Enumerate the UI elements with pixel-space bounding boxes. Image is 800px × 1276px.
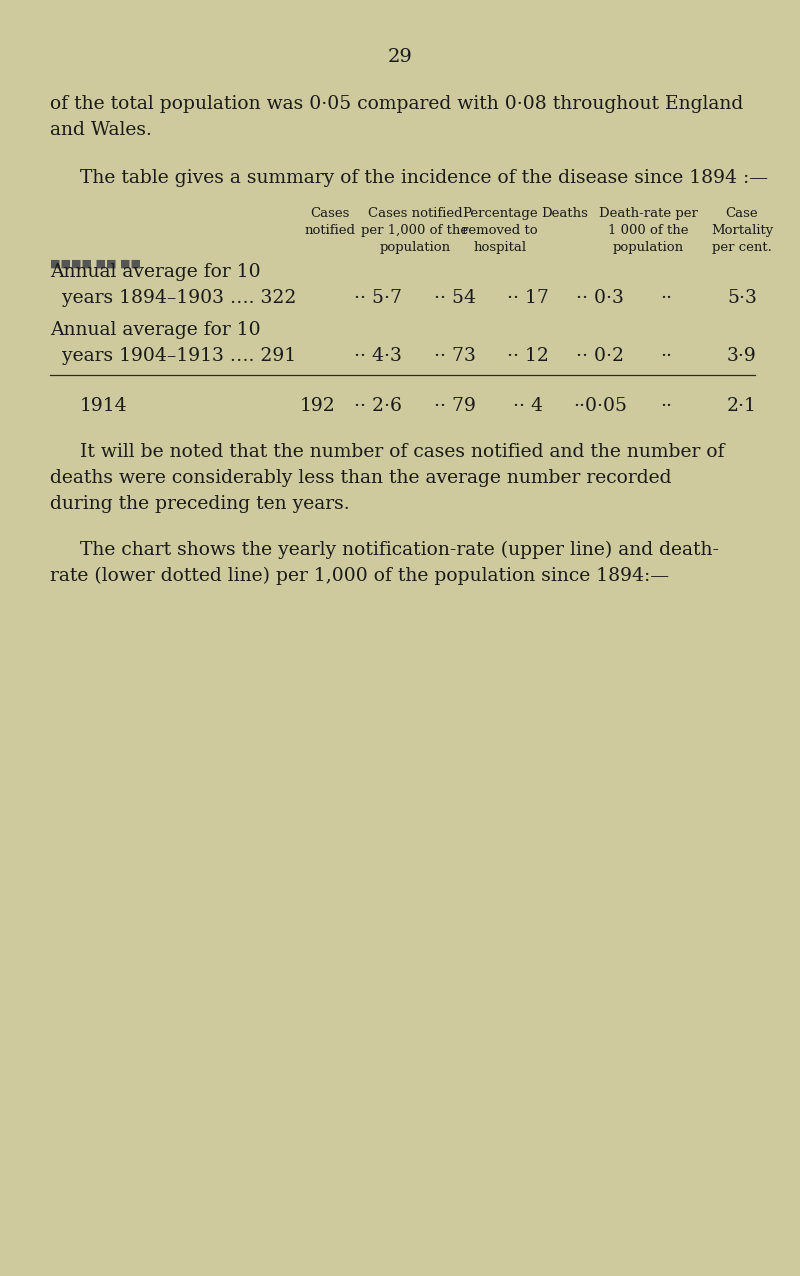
Text: of the total population was 0·05 compared with 0·08 throughout England: of the total population was 0·05 compare… <box>50 94 743 114</box>
Text: ·· 79: ·· 79 <box>434 397 476 415</box>
Text: rate (lower dotted line) per 1,000 of the population since 1894:—: rate (lower dotted line) per 1,000 of th… <box>50 567 669 586</box>
Text: It will be noted that the number of cases notified and the number of: It will be noted that the number of case… <box>80 443 725 461</box>
Text: ·· 17: ·· 17 <box>507 288 549 308</box>
Text: Cases notified
per 1,000 of the
population: Cases notified per 1,000 of the populati… <box>362 207 469 254</box>
Text: ··: ·· <box>660 397 672 415</box>
Text: ·· 4: ·· 4 <box>513 397 543 415</box>
Text: Annual average for 10: Annual average for 10 <box>50 263 261 281</box>
Text: ·· 54: ·· 54 <box>434 288 476 308</box>
Text: ·· 2·6: ·· 2·6 <box>354 397 402 415</box>
Text: years 1894–1903 …. 322: years 1894–1903 …. 322 <box>50 288 296 308</box>
Text: ·· 0·2: ·· 0·2 <box>576 347 624 365</box>
Text: ·· 5·7: ·· 5·7 <box>354 288 402 308</box>
Text: ·· 0·3: ·· 0·3 <box>576 288 624 308</box>
Text: Deaths: Deaths <box>542 207 589 219</box>
Text: ·· 73: ·· 73 <box>434 347 476 365</box>
Text: The table gives a summary of the incidence of the disease since 1894 :—: The table gives a summary of the inciden… <box>80 168 768 188</box>
Text: ··0·05: ··0·05 <box>573 397 627 415</box>
Text: 5·3: 5·3 <box>727 288 757 308</box>
Text: during the preceding ten years.: during the preceding ten years. <box>50 495 350 513</box>
Text: Cases
notified: Cases notified <box>305 207 355 237</box>
Text: Annual average for 10: Annual average for 10 <box>50 322 261 339</box>
Text: Case
Mortality
per cent.: Case Mortality per cent. <box>711 207 773 254</box>
Text: years 1904–1913 …. 291: years 1904–1913 …. 291 <box>50 347 296 365</box>
Text: 29: 29 <box>387 48 413 66</box>
Text: 1914: 1914 <box>80 397 128 415</box>
Text: ·· 4·3: ·· 4·3 <box>354 347 402 365</box>
Text: ·· 12: ·· 12 <box>507 347 549 365</box>
Text: 192: 192 <box>300 397 336 415</box>
Text: ■■■■ ■■ ■■: ■■■■ ■■ ■■ <box>50 259 141 269</box>
Text: ··: ·· <box>660 347 672 365</box>
Text: 3·9: 3·9 <box>727 347 757 365</box>
Text: deaths were considerably less than the average number recorded: deaths were considerably less than the a… <box>50 470 671 487</box>
Text: The chart shows the yearly notification-rate (upper line) and death-: The chart shows the yearly notification-… <box>80 541 719 559</box>
Text: 2·1: 2·1 <box>727 397 757 415</box>
Text: Death-rate per
1 000 of the
population: Death-rate per 1 000 of the population <box>598 207 698 254</box>
Text: Percentage
removed to
hospital: Percentage removed to hospital <box>462 207 538 254</box>
Text: and Wales.: and Wales. <box>50 121 152 139</box>
Text: ··: ·· <box>660 288 672 308</box>
